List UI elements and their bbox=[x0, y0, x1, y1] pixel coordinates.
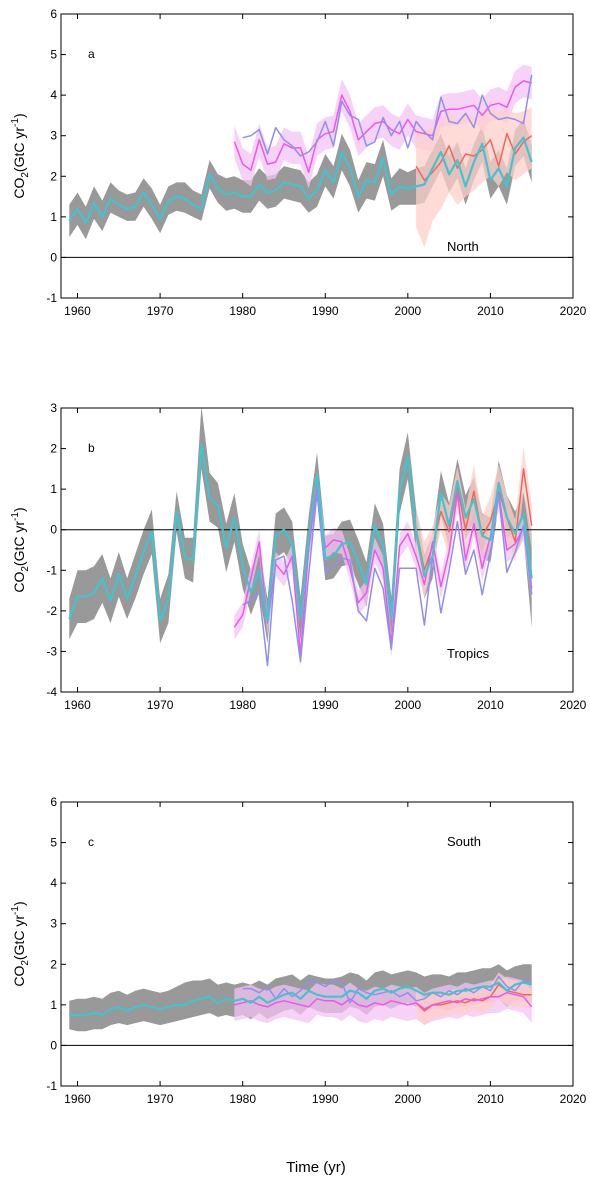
y-tick-label: -1 bbox=[46, 291, 57, 305]
y-tick-label: -1 bbox=[46, 1079, 57, 1093]
y-tick-label: 5 bbox=[50, 48, 57, 62]
magenta-uncertainty-band bbox=[234, 64, 532, 189]
magenta-line bbox=[233, 80, 532, 173]
y-tick-label: 3 bbox=[50, 401, 57, 415]
y-tick-label: 2 bbox=[50, 442, 57, 456]
y-tick-label: -3 bbox=[46, 644, 57, 658]
y-tick-label: 4 bbox=[50, 88, 57, 102]
x-tick-label: 1970 bbox=[147, 1092, 174, 1106]
y-tick-label: 0 bbox=[50, 1038, 57, 1052]
y-tick-label: 5 bbox=[50, 836, 57, 850]
x-tick-label: 1980 bbox=[229, 304, 256, 318]
y-tick-label: 0 bbox=[50, 523, 57, 537]
panel-a-north: 1960 1970 1980 1990 2000 2010 2020 -1 0 1 2 3 4 5 6 a No… bbox=[10, 7, 587, 318]
x-tick-label: 2010 bbox=[477, 698, 504, 712]
y-tick-label: -1 bbox=[46, 563, 57, 577]
y-tick-label: 3 bbox=[50, 129, 57, 143]
x-tick-label: 2000 bbox=[394, 304, 421, 318]
y-tick-label: 6 bbox=[50, 795, 57, 809]
model-mean-line bbox=[69, 981, 532, 1017]
x-tick-label: 1990 bbox=[312, 698, 339, 712]
y-tick-label: 0 bbox=[50, 250, 57, 264]
x-tick-label: 1990 bbox=[312, 1092, 339, 1106]
x-tick-label: 1960 bbox=[64, 698, 91, 712]
panel-letter: b bbox=[88, 441, 95, 455]
region-label: North bbox=[447, 239, 479, 254]
y-tick-label: 2 bbox=[50, 957, 57, 971]
x-tick-label: 2020 bbox=[560, 698, 587, 712]
x-tick-label: 2010 bbox=[477, 1092, 504, 1106]
red-uncertainty-band bbox=[416, 107, 532, 248]
y-tick-label: 4 bbox=[50, 876, 57, 890]
plot-area-c bbox=[61, 964, 573, 1046]
magenta-line bbox=[234, 991, 533, 1010]
model-mean-uncertainty-band bbox=[69, 119, 532, 240]
axes-frame bbox=[60, 801, 574, 1087]
axes-frame bbox=[60, 13, 574, 299]
red-line bbox=[415, 132, 533, 182]
y-tick-label: 1 bbox=[50, 210, 57, 224]
blue-line bbox=[242, 492, 533, 667]
y-tick-label: 1 bbox=[50, 998, 57, 1012]
y-tick-label: -4 bbox=[46, 685, 57, 699]
x-tick-label: 1990 bbox=[312, 304, 339, 318]
plot-area-a bbox=[61, 64, 573, 258]
panel-letter: c bbox=[88, 835, 94, 849]
x-tick-label: 1970 bbox=[147, 304, 174, 318]
x-tick-label: 2020 bbox=[560, 1092, 587, 1106]
axes-frame bbox=[60, 407, 574, 693]
y-axis-label: CO2(GtC yr-1) bbox=[10, 901, 31, 986]
x-tick-label: 2000 bbox=[394, 1092, 421, 1106]
blue-line bbox=[242, 74, 533, 157]
red-uncertainty-band bbox=[416, 446, 532, 599]
x-tick-label: 2000 bbox=[394, 698, 421, 712]
panel-b-tropics: 1960 1970 1980 1990 2000 2010 2020 -4 -3 -2 -1 0 1 2 3… bbox=[10, 401, 587, 712]
x-tick-label: 1980 bbox=[229, 1092, 256, 1106]
x-tick-label: 1980 bbox=[229, 698, 256, 712]
x-tick-label: 1960 bbox=[64, 304, 91, 318]
x-tick-label: 2010 bbox=[477, 304, 504, 318]
y-tick-label: -2 bbox=[46, 604, 57, 618]
region-label: Tropics bbox=[447, 646, 490, 661]
region-label: South bbox=[447, 834, 481, 849]
magenta-line bbox=[233, 484, 533, 657]
y-tick-label: 6 bbox=[50, 7, 57, 21]
x-tick-label: 1960 bbox=[64, 1092, 91, 1106]
model-mean-line bbox=[68, 136, 533, 224]
x-tick-label: 1970 bbox=[147, 698, 174, 712]
model-mean-line bbox=[68, 443, 533, 623]
plot-area-b bbox=[61, 408, 573, 668]
x-tick-label: 2020 bbox=[560, 304, 587, 318]
y-tick-label: 2 bbox=[50, 169, 57, 183]
x-axis-label: Time (yr) bbox=[286, 1159, 345, 1176]
panel-c-south: 1960 1970 1980 1990 2000 2010 2020 -1 0 1 2 3 4 5 6 c So… bbox=[10, 795, 587, 1106]
y-axis-label: CO2(GtC yr-1) bbox=[10, 507, 31, 592]
y-tick-label: 1 bbox=[50, 482, 57, 496]
y-axis-label: CO2(GtC yr-1) bbox=[10, 113, 31, 198]
panel-letter: a bbox=[88, 47, 95, 61]
y-tick-label: 3 bbox=[50, 917, 57, 931]
